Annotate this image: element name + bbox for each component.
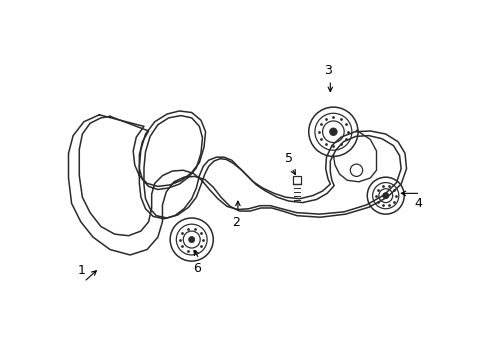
Circle shape xyxy=(382,193,388,199)
Text: 6: 6 xyxy=(193,262,201,275)
Circle shape xyxy=(188,237,194,243)
Bar xyxy=(293,176,301,184)
Circle shape xyxy=(329,128,337,136)
Text: 2: 2 xyxy=(231,216,239,229)
Text: 3: 3 xyxy=(324,64,331,77)
Text: 5: 5 xyxy=(285,152,293,165)
Text: 1: 1 xyxy=(78,264,85,277)
Text: 4: 4 xyxy=(413,197,421,210)
